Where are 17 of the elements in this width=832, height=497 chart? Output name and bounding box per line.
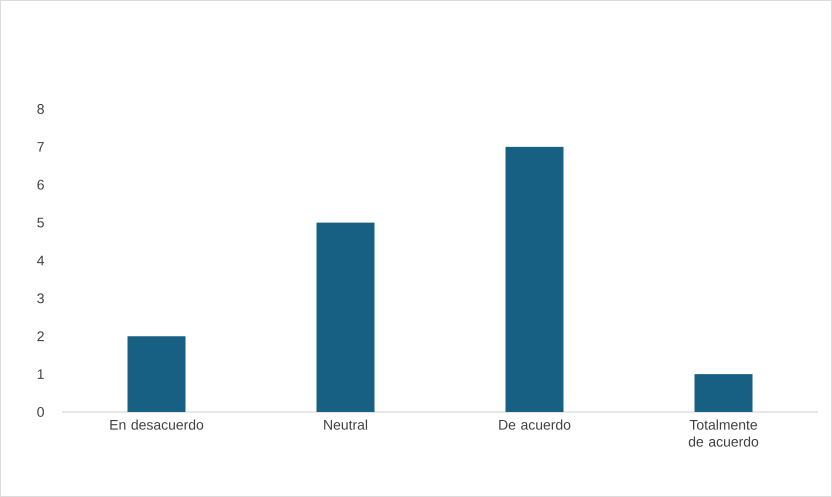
y-tick-label: 5 — [37, 218, 44, 228]
x-tick-label: Totalmente de acuerdo — [688, 420, 758, 447]
y-tick-label: 4 — [37, 256, 44, 266]
y-tick-label: 0 — [37, 407, 44, 417]
y-tick-label: 1 — [38, 369, 44, 379]
y-tick-label: 7 — [37, 142, 44, 152]
bar — [506, 146, 564, 412]
y-tick-label: 6 — [37, 180, 44, 190]
y-tick-label: 2 — [37, 331, 44, 342]
bar — [694, 374, 753, 412]
x-tick-label: De acuerdo — [499, 420, 570, 430]
x-tick-label: En desacuerdo — [110, 420, 204, 430]
bar — [128, 336, 186, 412]
bar — [316, 222, 375, 412]
y-tick-label: 8 — [37, 104, 44, 114]
y-tick-label: 3 — [37, 293, 44, 304]
x-tick-label: Neutral — [324, 420, 368, 430]
